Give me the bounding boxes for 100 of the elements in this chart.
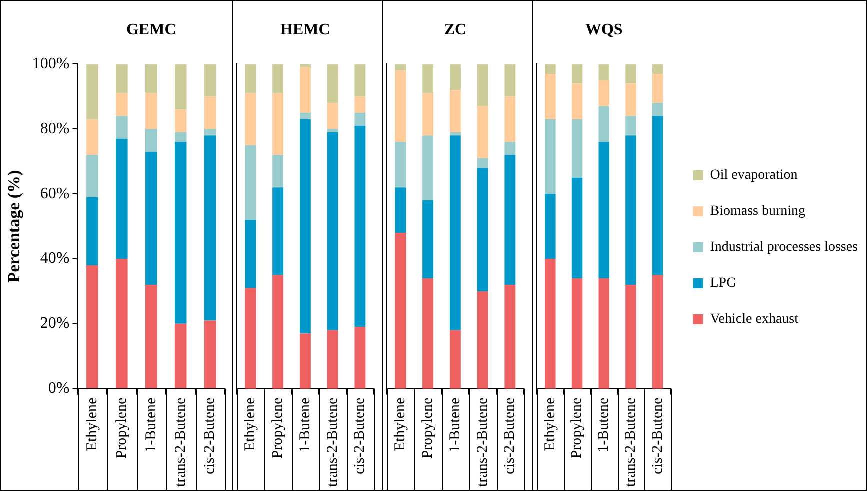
x-tick-label: cis-2-Butene	[650, 398, 666, 475]
bar	[395, 64, 406, 71]
bar	[422, 278, 434, 389]
legend-label: Vehicle exhaust	[710, 312, 799, 328]
bar	[145, 284, 158, 388]
bar	[626, 64, 636, 84]
x-tick-label: cis-2-Butene	[352, 398, 368, 475]
bar	[204, 129, 216, 136]
bar	[504, 96, 516, 142]
bar	[572, 278, 583, 389]
bar	[395, 142, 406, 188]
bar	[86, 119, 98, 156]
bar	[450, 330, 461, 389]
bar	[626, 284, 636, 389]
bar	[652, 74, 664, 104]
bar	[86, 197, 98, 266]
bar	[598, 64, 610, 80]
bar	[300, 64, 311, 68]
bar	[504, 64, 516, 97]
bar	[174, 110, 187, 132]
bar	[272, 64, 284, 94]
bar	[450, 64, 461, 90]
x-tick-label: trans-2-Butene	[172, 398, 189, 488]
bar	[545, 119, 556, 194]
bar	[477, 168, 488, 292]
bar	[626, 116, 636, 136]
y-tick-label: 80%	[40, 120, 70, 138]
x-tick-label: trans-2-Butene	[324, 398, 341, 488]
bar	[272, 93, 284, 156]
bar	[327, 132, 338, 330]
bar	[354, 64, 366, 97]
bar	[116, 93, 128, 116]
bar	[598, 80, 610, 106]
bar	[477, 64, 488, 106]
bar	[477, 291, 488, 389]
bar	[450, 136, 461, 330]
bar	[626, 136, 636, 285]
x-tick-label: 1-Butene	[297, 398, 314, 453]
bar	[86, 64, 98, 120]
bar	[477, 158, 488, 168]
x-tick-label: Ethylene	[542, 398, 558, 452]
chart-title: GEMC	[126, 22, 176, 39]
bar	[174, 132, 187, 142]
bar	[422, 64, 434, 94]
bar	[300, 119, 311, 334]
bar	[174, 64, 187, 110]
bar	[116, 259, 128, 388]
x-tick-label: cis-2-Butene	[202, 398, 218, 475]
bar	[145, 129, 158, 152]
bar	[450, 90, 461, 132]
chart-title: WQS	[585, 22, 623, 39]
bar	[395, 188, 406, 234]
y-axis-title: Percentage (%)	[4, 170, 24, 283]
x-tick-label: cis-2-Butene	[502, 398, 518, 475]
bar	[145, 152, 158, 285]
bar	[245, 64, 256, 94]
y-tick-label: 20%	[40, 315, 70, 332]
bar	[245, 145, 256, 220]
bar	[652, 116, 664, 276]
bar	[272, 155, 284, 188]
x-tick-label: 1-Butene	[143, 398, 160, 453]
bar	[652, 103, 664, 116]
bar	[422, 136, 434, 201]
bar	[354, 112, 366, 126]
bar	[204, 64, 216, 97]
legend-label: LPG	[710, 276, 737, 292]
bar	[545, 259, 556, 389]
bar	[422, 93, 434, 136]
bar	[86, 155, 98, 198]
bar	[245, 93, 256, 146]
bar	[598, 106, 610, 142]
y-tick-label: 60%	[40, 185, 70, 202]
bar	[354, 96, 366, 113]
bar	[327, 129, 338, 132]
y-tick-label: 100%	[32, 55, 70, 72]
bar	[300, 112, 311, 120]
bar	[174, 324, 187, 388]
bar	[598, 278, 610, 389]
bar	[545, 74, 556, 120]
legend-label: Industrial processes losses	[710, 240, 858, 256]
bar	[272, 275, 284, 389]
legend-label: Biomass burning	[710, 204, 806, 220]
bar	[477, 106, 488, 158]
bar	[572, 84, 583, 120]
x-tick-label: trans-2-Butene	[622, 398, 639, 488]
x-tick-label: Propylene	[114, 398, 130, 459]
bar	[272, 188, 284, 276]
bar	[545, 194, 556, 259]
x-tick-label: 1-Butene	[596, 398, 612, 453]
bar	[245, 288, 256, 389]
x-tick-label: Ethylene	[392, 398, 409, 452]
bar	[572, 64, 583, 84]
bar	[572, 178, 583, 278]
bar	[245, 220, 256, 288]
bar	[504, 142, 516, 156]
x-tick-label: Propylene	[569, 398, 586, 459]
bar	[652, 275, 664, 389]
bar	[174, 142, 187, 324]
bar	[145, 93, 158, 130]
bar	[354, 327, 366, 389]
